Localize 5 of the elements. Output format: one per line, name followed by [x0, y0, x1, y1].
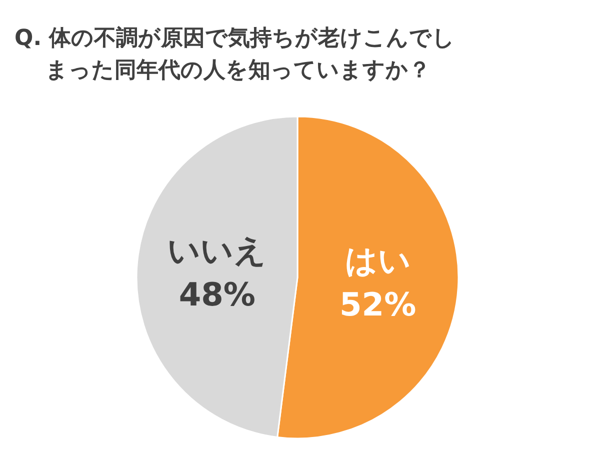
slice-label: はい — [344, 242, 411, 280]
slice-label: いいえ — [168, 231, 267, 270]
data-label: 48% — [178, 275, 256, 314]
data-label: 52% — [340, 286, 416, 324]
chart-title: Q. 体の不調が原因で気持ちが老けこんでしまった同年代の人を知っていますか？ — [14, 25, 456, 83]
